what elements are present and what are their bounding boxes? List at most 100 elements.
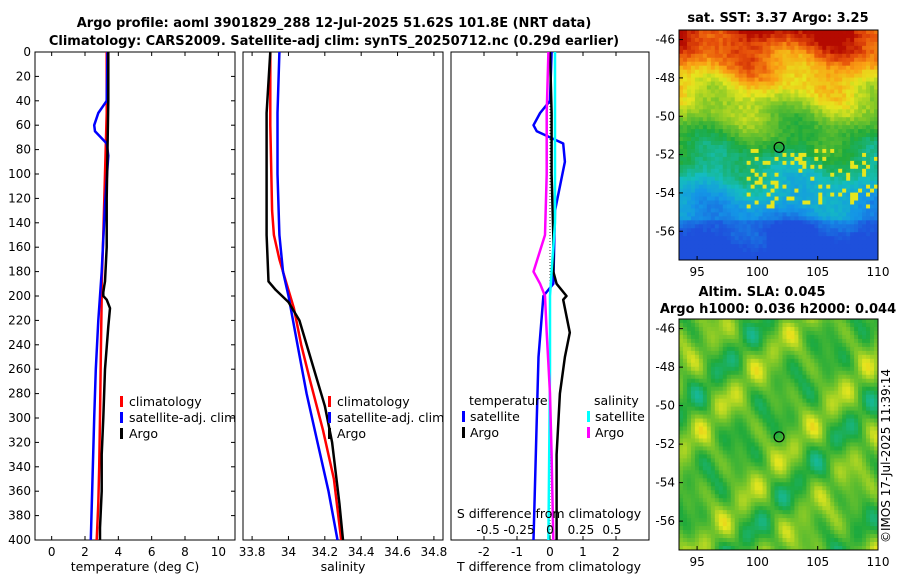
heatmap-cell [770, 145, 776, 150]
heatmap-cell [850, 362, 855, 368]
heatmap-cell [770, 81, 776, 87]
heatmap-cell [682, 33, 688, 39]
heatmap-cell [798, 216, 803, 221]
heatmap-cell [730, 145, 736, 150]
heatmap-cell [858, 220, 863, 225]
heatmap-cell [686, 402, 692, 408]
heatmap-cell [826, 109, 831, 114]
heatmap-cell [686, 326, 692, 332]
heatmap-cell [874, 53, 878, 59]
heatmap-cell [866, 180, 871, 186]
heatmap-cell [750, 386, 756, 392]
heatmap-cell [874, 326, 878, 332]
heatmap-cell [774, 81, 780, 87]
heatmap-cell [778, 342, 784, 348]
heatmap-cell [850, 454, 855, 459]
heatmap-cell [758, 386, 764, 392]
heatmap-cell [846, 402, 851, 408]
heatmap-cell [826, 326, 831, 332]
heatmap-cell [874, 414, 878, 420]
heatmap-cell [834, 406, 839, 412]
heatmap-cell [754, 422, 760, 428]
heatmap-cell [706, 141, 712, 146]
heatmap-cell [742, 41, 748, 47]
heatmap-cell [762, 105, 768, 110]
heatmap-cell [710, 252, 716, 257]
heatmap-cell [810, 319, 815, 324]
heatmap-cell [722, 322, 728, 328]
heatmap-cell [706, 240, 712, 245]
heatmap-cell [686, 109, 692, 114]
heatmap-cell [690, 248, 696, 253]
heatmap-cell [762, 81, 768, 87]
heatmap-cell [778, 248, 784, 253]
heatmap-cell [826, 121, 831, 126]
heatmap-cell [754, 53, 760, 59]
heatmap-cell [706, 330, 712, 336]
heatmap-cell [806, 398, 811, 404]
heatmap-cell [694, 196, 700, 202]
heatmap-cell [818, 378, 823, 384]
heatmap-cell [850, 458, 855, 463]
heatmap-cell [746, 164, 752, 170]
heatmap-cell [790, 394, 796, 400]
heatmap-cell [726, 438, 732, 444]
heatmap-cell [774, 73, 780, 79]
heatmap-cell [686, 240, 692, 245]
heatmap-cell [746, 61, 752, 67]
salinity-lines [265, 51, 345, 541]
heatmap-cell [738, 442, 744, 448]
heatmap-cell [842, 422, 847, 428]
heatmap-cell [698, 85, 704, 91]
heatmap-cell [714, 350, 720, 356]
heatmap-cell [750, 61, 756, 67]
heatmap-cell [746, 41, 752, 47]
heatmap-cell [706, 410, 712, 416]
heatmap-cell [774, 454, 780, 459]
heatmap-cell [770, 200, 776, 206]
heatmap-cell [802, 402, 807, 408]
heatmap-cell [850, 462, 855, 467]
heatmap-cell [842, 204, 847, 210]
heatmap-cell [810, 73, 815, 79]
heatmap-cell [746, 180, 752, 186]
heatmap-cell [762, 319, 768, 324]
heatmap-cell [786, 386, 792, 392]
heatmap-cell [786, 97, 792, 102]
heatmap-cell [870, 378, 875, 384]
heatmap-cell [810, 212, 815, 217]
heatmap-cell [854, 350, 859, 356]
x-tick-label: 34.2 [311, 545, 338, 559]
heatmap-cell [734, 462, 740, 467]
heatmap-cell [834, 252, 839, 257]
heatmap-cell [854, 196, 859, 202]
heatmap-cell [702, 394, 708, 400]
heatmap-cell [842, 168, 847, 174]
heatmap-cell [706, 228, 712, 233]
x-tick-label: -1 [511, 545, 523, 559]
heatmap-cell [718, 438, 724, 444]
heatmap-cell [790, 462, 796, 467]
heatmap-cell [686, 117, 692, 122]
heatmap-cell [694, 85, 700, 91]
heatmap-cell [746, 386, 752, 392]
heatmap-cell [702, 200, 708, 206]
heatmap-cell [698, 430, 704, 436]
heatmap-cell [862, 164, 867, 170]
heatmap-cell [702, 319, 708, 324]
sla-heatmap [679, 319, 878, 550]
heatmap-cell [726, 319, 732, 324]
heatmap-cell [682, 168, 688, 174]
heatmap-cell [862, 418, 867, 424]
heatmap-cell [810, 422, 815, 428]
heatmap-cell [706, 414, 712, 420]
heatmap-cell [802, 248, 807, 253]
heatmap-cell [774, 410, 780, 416]
heatmap-cell [782, 378, 788, 384]
heatmap-cell [862, 446, 867, 452]
heatmap-cell [874, 450, 878, 456]
heatmap-cell [830, 354, 835, 360]
heatmap-cell [778, 152, 784, 158]
heatmap-cell [754, 45, 760, 51]
heatmap-cell [722, 89, 728, 95]
